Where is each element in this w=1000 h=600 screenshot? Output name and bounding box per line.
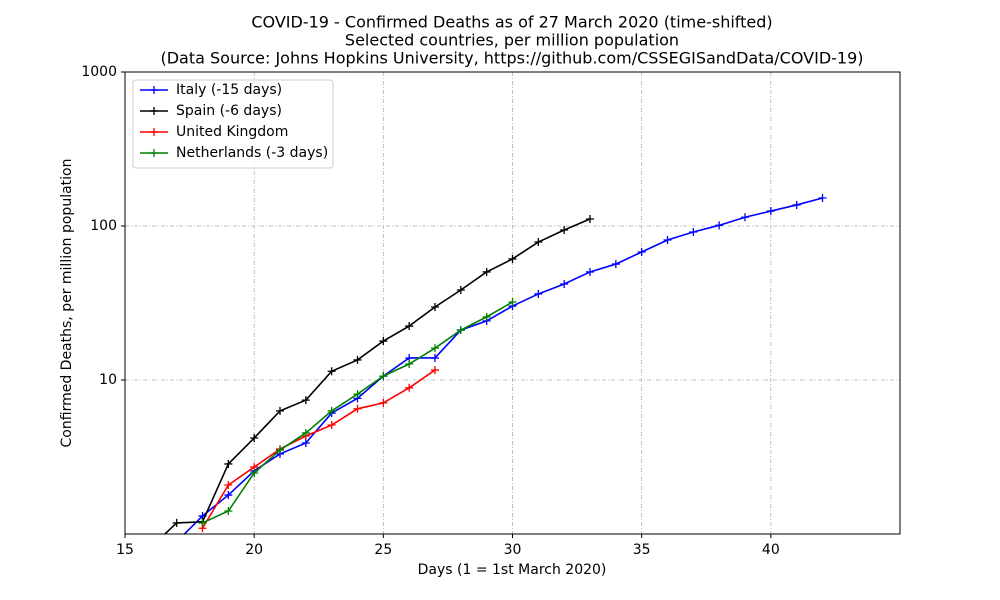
point-marker [534, 238, 543, 247]
y-tick-label: 1000 [81, 64, 117, 80]
point-marker [663, 236, 672, 245]
point-marker [198, 518, 207, 527]
point-marker [534, 289, 543, 298]
y-tick-label: 100 [90, 218, 117, 234]
point-marker [250, 468, 259, 477]
point-marker [560, 225, 569, 234]
chart-source: (Data Source: Johns Hopkins University, … [160, 49, 863, 68]
point-marker [327, 406, 336, 415]
x-tick-label: 20 [245, 542, 263, 558]
point-marker [431, 344, 439, 353]
point-marker [431, 302, 439, 311]
legend-label: Italy (-15 days) [176, 82, 282, 98]
point-marker [482, 312, 491, 321]
x-tick-label: 30 [504, 542, 522, 558]
point-marker [766, 207, 775, 216]
point-marker [379, 398, 388, 407]
chart-title: COVID-19 - Confirmed Deaths as of 27 Mar… [251, 13, 772, 32]
point-marker [586, 267, 594, 276]
point-marker [224, 507, 233, 516]
legend-box [132, 79, 334, 169]
point-marker [818, 193, 827, 202]
legend-marker [150, 107, 158, 115]
point-marker [508, 297, 517, 306]
point-marker [353, 355, 362, 364]
point-marker [741, 213, 749, 222]
series-line [201, 369, 436, 529]
legend-label: Netherlands (-3 days) [176, 145, 328, 161]
point-marker [276, 446, 284, 455]
point-marker [224, 481, 233, 490]
point-marker [508, 254, 517, 263]
point-marker [560, 280, 569, 289]
point-marker [224, 459, 233, 468]
legend-marker [150, 128, 158, 136]
point-marker [456, 286, 465, 295]
point-marker [405, 322, 414, 331]
legend-label: United Kingdom [176, 124, 288, 140]
point-marker [637, 247, 646, 256]
legend-marker [150, 149, 158, 157]
point-marker [431, 353, 439, 362]
point-marker [327, 367, 336, 376]
legend-label: Spain (-6 days) [176, 103, 282, 119]
y-axis-label: Confirmed Deaths, per million population [59, 159, 75, 448]
point-marker [405, 383, 414, 392]
point-marker [586, 215, 594, 224]
point-marker [456, 326, 465, 335]
point-marker [301, 396, 310, 405]
y-tick-label: 10 [99, 372, 117, 388]
point-marker [172, 518, 181, 527]
legend-marker [150, 86, 158, 94]
chart-subtitle: Selected countries, per million populati… [345, 31, 679, 50]
point-marker [301, 428, 310, 437]
x-tick-label: 40 [762, 542, 780, 558]
point-marker [379, 372, 388, 381]
point-marker [379, 337, 388, 346]
point-marker [353, 404, 362, 413]
point-marker [224, 491, 233, 500]
point-marker [301, 438, 310, 447]
point-marker [482, 267, 491, 276]
series-line [163, 218, 591, 534]
point-marker [792, 200, 801, 209]
point-marker [715, 221, 724, 230]
point-marker [353, 390, 362, 399]
x-tick-label: 35 [633, 542, 651, 558]
point-marker [327, 421, 336, 430]
point-marker [250, 434, 259, 443]
point-marker [611, 260, 620, 269]
x-axis-label: Days (1 = 1st March 2020) [418, 562, 607, 578]
point-marker [689, 228, 698, 237]
series-line [183, 197, 823, 534]
x-tick-label: 15 [116, 542, 134, 558]
point-marker [276, 406, 284, 415]
point-marker [431, 366, 439, 375]
x-tick-label: 25 [374, 542, 392, 558]
point-marker [405, 360, 414, 369]
